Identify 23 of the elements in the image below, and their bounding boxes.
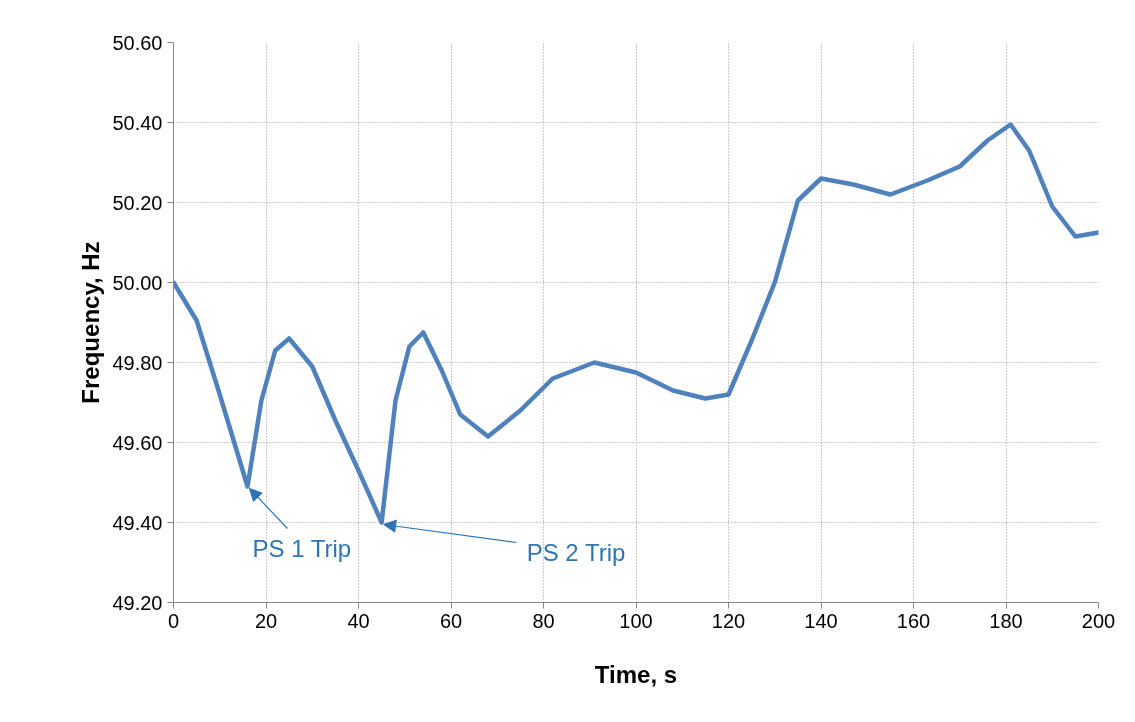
y-tick-label: 50.40 bbox=[112, 111, 163, 134]
y-tick-label: 49.40 bbox=[112, 511, 163, 534]
x-tick-label: 200 bbox=[1081, 609, 1116, 632]
x-tick-label: 180 bbox=[989, 609, 1023, 632]
y-tick-label: 50.20 bbox=[112, 191, 163, 214]
x-tick-label: 40 bbox=[347, 609, 370, 632]
y-tick-label: 50.60 bbox=[112, 31, 163, 54]
y-axis-title: Frequency, Hz bbox=[77, 241, 105, 404]
annotation: PS 1 Trip bbox=[252, 535, 352, 562]
y-tick-label: 49.80 bbox=[112, 351, 163, 374]
y-tick-label: 49.20 bbox=[112, 591, 163, 614]
x-tick-label: 160 bbox=[896, 609, 931, 632]
x-tick-label: 0 bbox=[167, 609, 180, 632]
y-tick-label: 49.60 bbox=[112, 431, 163, 454]
x-tick-label: 140 bbox=[804, 609, 838, 632]
x-tick-label: 120 bbox=[711, 609, 746, 632]
x-tick-label: 100 bbox=[619, 609, 653, 632]
x-tick-label: 20 bbox=[254, 609, 278, 632]
y-tick-label: 50.00 bbox=[112, 271, 163, 294]
x-tick-label: 80 bbox=[532, 609, 555, 632]
annotation: PS 2 Trip bbox=[526, 539, 626, 566]
x-axis-title: Time, s bbox=[594, 660, 678, 688]
x-tick-label: 60 bbox=[439, 609, 463, 632]
